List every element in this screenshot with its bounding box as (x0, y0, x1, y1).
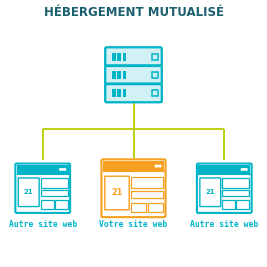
Bar (17, 165, 69, 174)
Bar (41, 190, 68, 197)
Text: Autre site web: Autre site web (190, 220, 258, 229)
Circle shape (159, 165, 161, 167)
Circle shape (241, 169, 243, 170)
Bar (112, 53, 116, 61)
Circle shape (62, 169, 64, 170)
Bar (222, 190, 249, 197)
Circle shape (244, 169, 245, 170)
Bar (117, 89, 121, 97)
Bar (152, 54, 158, 60)
Bar (41, 201, 54, 209)
Bar (123, 71, 126, 79)
Bar (55, 201, 68, 209)
Text: 21: 21 (111, 189, 123, 198)
Bar (117, 71, 121, 79)
Bar (131, 191, 163, 198)
Bar (131, 177, 163, 188)
FancyBboxPatch shape (105, 47, 162, 66)
Circle shape (64, 169, 66, 170)
Bar (148, 203, 163, 213)
Text: Autre site web: Autre site web (9, 220, 77, 229)
Bar (123, 89, 126, 97)
Bar (123, 53, 126, 61)
Bar (198, 165, 250, 174)
Bar (41, 179, 68, 188)
Bar (112, 71, 116, 79)
Bar (222, 179, 249, 188)
Circle shape (155, 165, 157, 167)
FancyBboxPatch shape (105, 84, 162, 102)
Circle shape (157, 165, 159, 167)
Bar (152, 90, 158, 96)
Text: 21: 21 (206, 189, 215, 195)
Text: HÉBERGEMENT MUTUALISÉ: HÉBERGEMENT MUTUALISÉ (44, 6, 223, 18)
Text: 21: 21 (24, 189, 34, 195)
Bar (236, 201, 249, 209)
Bar (222, 201, 235, 209)
Bar (112, 89, 116, 97)
Circle shape (246, 169, 247, 170)
Text: Votre site web: Votre site web (99, 220, 168, 229)
Bar (152, 72, 158, 78)
Bar (103, 161, 164, 171)
Bar (131, 203, 146, 213)
Bar (117, 53, 121, 61)
Circle shape (60, 169, 61, 170)
FancyBboxPatch shape (105, 65, 162, 84)
